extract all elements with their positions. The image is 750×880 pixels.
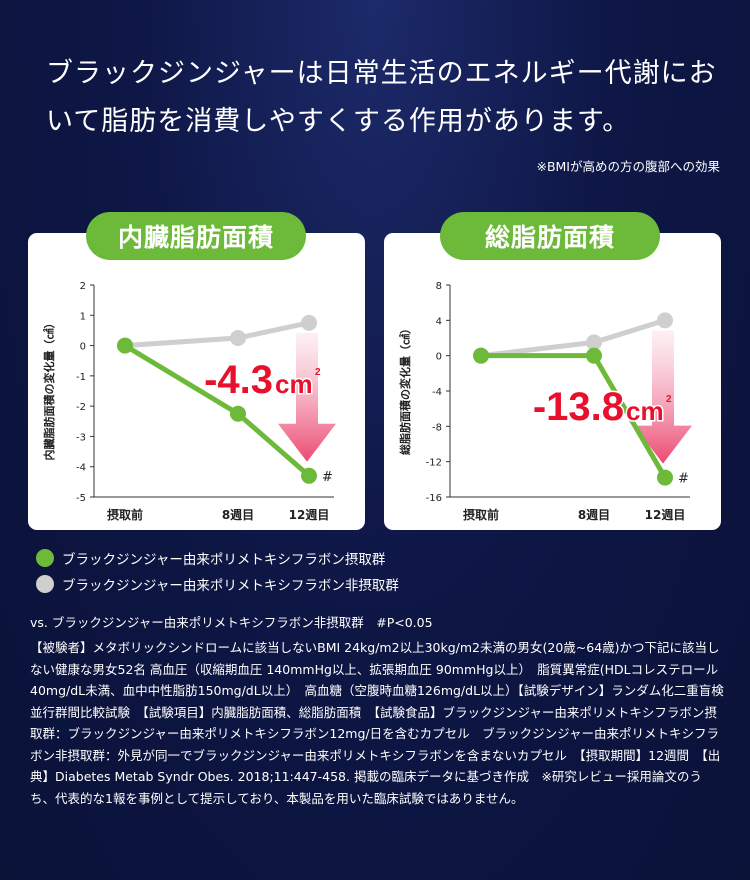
y-tick-label: -4 <box>432 387 442 398</box>
chart-panel-total: 8 4 0 -4 -8 -12 -16 摂取前 8週目 12週目 総脂肪面積の変化量（㎠） # -13.… <box>384 233 721 530</box>
change-value-label: -4.3 <box>204 358 273 402</box>
y-tick-label: 0 <box>436 352 442 363</box>
bmi-note: ※BMIが高めの方の腹部への効果 <box>536 159 720 174</box>
y-tick-label: -1 <box>76 372 86 383</box>
legend-label-placebo: ブラックジンジャー由来ポリメトキシフラボン非摂取群 <box>62 578 399 594</box>
change-unit-superscript: 2 <box>315 367 321 378</box>
y-tick-label: 4 <box>436 316 442 327</box>
y-tick-label: -2 <box>76 402 86 413</box>
chart-visceral-fat: 2 1 0 -1 -2 -3 -4 -5 摂取前 8週目 12週目 内臓脂肪面積の変化量（㎠） # -4.… <box>42 281 336 522</box>
y-tick-label: 2 <box>80 281 86 292</box>
chart-panel-visceral: 2 1 0 -1 -2 -3 -4 -5 摂取前 8週目 12週目 内臓脂肪面積の変化量（㎠） # -4.… <box>28 233 365 530</box>
y-tick-label: -4 <box>76 463 86 474</box>
study-details: 【被験者】メタボリックシンドロームに該当しないBMI 24kg/m2以上30kg… <box>30 640 724 806</box>
point-treated <box>586 347 602 364</box>
y-tick-label: -5 <box>76 493 86 504</box>
point-treated <box>473 347 489 364</box>
point-placebo <box>301 314 317 331</box>
down-arrow-icon <box>634 330 692 464</box>
headline: ブラックジンジャーは日常生活のエネルギー代謝において脂肪を消費しやすくする作用が… <box>46 58 717 137</box>
change-value-label: -13.8 <box>533 385 624 429</box>
change-unit-superscript: 2 <box>666 394 672 405</box>
y-axis-label: 総脂肪面積の変化量（㎠） <box>398 323 412 455</box>
y-tick-label: 0 <box>80 342 86 353</box>
legend-dot-gray-icon <box>36 575 54 593</box>
x-tick-label: 摂取前 <box>107 507 143 522</box>
y-tick-label: -12 <box>426 458 442 469</box>
point-placebo <box>657 312 673 329</box>
series-line-placebo <box>478 317 668 359</box>
legend-dot-green-icon <box>36 549 54 567</box>
legend: ブラックジンジャー由来ポリメトキシフラボン摂取群 ブラックジンジャー由来ポリメト… <box>36 545 399 597</box>
y-tick-label: -3 <box>76 432 86 443</box>
x-tick-label: 12週目 <box>645 507 686 522</box>
legend-item-placebo: ブラックジンジャー由来ポリメトキシフラボン非摂取群 <box>36 571 399 597</box>
y-axis-label: 内臓脂肪面積の変化量（㎠） <box>42 318 56 461</box>
y-tick-label: 8 <box>436 281 442 292</box>
y-tick-label: -8 <box>432 422 442 433</box>
point-placebo <box>586 334 602 351</box>
chart-total-fat: 8 4 0 -4 -8 -12 -16 摂取前 8週目 12週目 総脂肪面積の変化量（㎠） # -13.… <box>398 281 692 522</box>
change-unit-label: cm <box>626 396 664 426</box>
significance-marker: # <box>322 470 333 485</box>
series-line-placebo <box>122 320 312 349</box>
point-placebo <box>230 330 246 346</box>
chart-title-visceral: 内臓脂肪面積 <box>86 212 306 260</box>
point-treated <box>230 405 246 422</box>
significance-marker: # <box>678 472 689 487</box>
change-unit-label: cm <box>275 369 313 399</box>
x-tick-label: 8週目 <box>222 507 254 522</box>
down-arrow-icon <box>278 332 336 462</box>
point-treated <box>657 469 673 486</box>
point-treated <box>117 337 133 354</box>
x-tick-label: 8週目 <box>578 507 610 522</box>
y-tick-label: 1 <box>80 311 86 322</box>
y-tick-label: -16 <box>426 493 442 504</box>
significance-note: vs. ブラックジンジャー由来ポリメトキシフラボン非摂取群 #P<0.05 <box>30 615 433 630</box>
legend-item-treated: ブラックジンジャー由来ポリメトキシフラボン摂取群 <box>36 545 399 571</box>
x-tick-label: 12週目 <box>289 507 330 522</box>
x-tick-label: 摂取前 <box>463 507 499 522</box>
chart-title-total: 総脂肪面積 <box>440 212 660 260</box>
legend-label-treated: ブラックジンジャー由来ポリメトキシフラボン摂取群 <box>62 552 386 568</box>
point-treated <box>301 467 317 484</box>
